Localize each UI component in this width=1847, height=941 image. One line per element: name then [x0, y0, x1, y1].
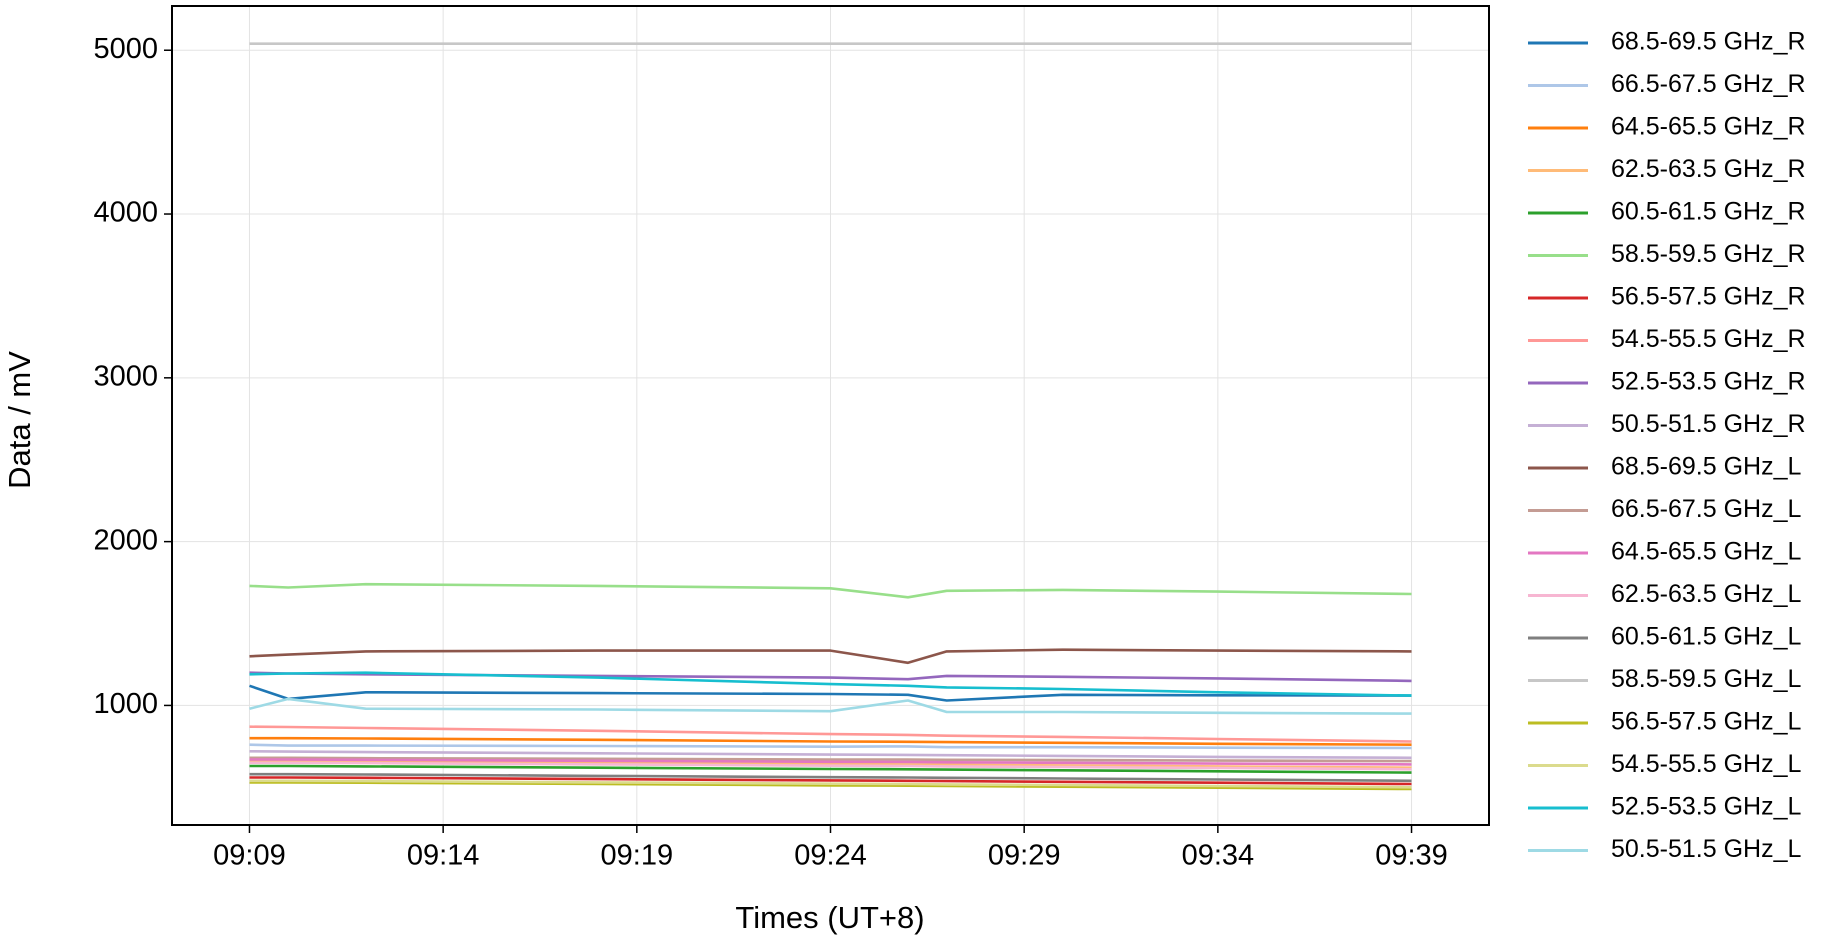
legend-label: 58.5-59.5 GHz_L: [1611, 665, 1801, 693]
series-line: [249, 582, 1412, 599]
x-tick-label: 09:39: [1375, 840, 1448, 872]
series-line: [249, 684, 1412, 702]
series-line: [249, 779, 1412, 789]
x-tick-label: 09:24: [794, 840, 867, 872]
legend-label: 52.5-53.5 GHz_R: [1611, 368, 1806, 396]
series-line: [249, 781, 1412, 791]
series-line: [249, 759, 1412, 769]
series-line: [249, 764, 1412, 774]
x-tick-label: 09:19: [601, 840, 674, 872]
legend-label: 66.5-67.5 GHz_L: [1611, 495, 1801, 523]
x-tick-label: 09:14: [407, 840, 480, 872]
series-line: [249, 743, 1412, 750]
x-tick-label: 09:34: [1182, 840, 1255, 872]
legend-label: 56.5-57.5 GHz_L: [1611, 708, 1801, 736]
legend-label: 62.5-63.5 GHz_R: [1611, 155, 1806, 183]
legend-label: 68.5-69.5 GHz_L: [1611, 453, 1801, 481]
series-line: [249, 750, 1412, 760]
y-tick-label: 4000: [93, 197, 158, 229]
x-tick-label: 09:29: [988, 840, 1061, 872]
x-axis-label: Times (UT+8): [735, 900, 924, 935]
legend-label: 68.5-69.5 GHz_R: [1611, 28, 1806, 56]
legend-label: 56.5-57.5 GHz_R: [1611, 283, 1806, 311]
legend-label: 60.5-61.5 GHz_L: [1611, 623, 1801, 651]
legend-label: 64.5-65.5 GHz_R: [1611, 113, 1806, 141]
y-tick-label: 3000: [93, 360, 158, 392]
series-line: [249, 736, 1412, 746]
legend-label: 54.5-55.5 GHz_R: [1611, 325, 1806, 353]
series-line: [249, 756, 1412, 763]
legend-label: 62.5-63.5 GHz_L: [1611, 580, 1801, 608]
legend-label: 50.5-51.5 GHz_L: [1611, 835, 1801, 863]
legend-label: 60.5-61.5 GHz_R: [1611, 198, 1806, 226]
plot-frame: [171, 5, 1490, 826]
y-tick-label: 1000: [93, 688, 158, 720]
series-line: [249, 772, 1412, 783]
legend-label: 66.5-67.5 GHz_R: [1611, 70, 1806, 98]
legend-label: 52.5-53.5 GHz_L: [1611, 793, 1801, 821]
series-line: [249, 776, 1412, 786]
series-line: [249, 725, 1412, 743]
legend-label: 64.5-65.5 GHz_L: [1611, 538, 1801, 566]
y-tick-label: 2000: [93, 524, 158, 556]
legend-label: 54.5-55.5 GHz_L: [1611, 750, 1801, 778]
series-line: [249, 697, 1412, 715]
series-line: [249, 758, 1412, 766]
y-tick-label: 5000: [93, 33, 158, 65]
series-line: [249, 671, 1412, 697]
legend-label: 58.5-59.5 GHz_R: [1611, 240, 1806, 268]
series-line: [249, 761, 1412, 771]
series-line: [249, 648, 1412, 665]
x-tick-label: 09:09: [213, 840, 286, 872]
legend-label: 50.5-51.5 GHz_R: [1611, 410, 1806, 438]
y-axis-label: Data / mV: [2, 351, 37, 489]
